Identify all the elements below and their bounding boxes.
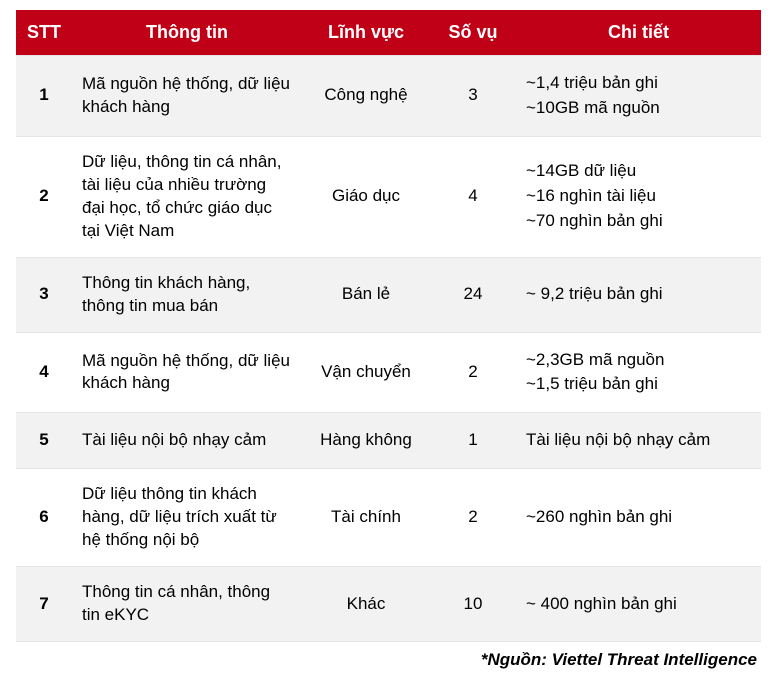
cell-info: Mã nguồn hệ thống, dữ liệu khách hàng [72,332,302,413]
table-row: 2 Dữ liệu, thông tin cá nhân, tài liệu c… [16,136,761,257]
cell-count: 24 [430,257,516,332]
cell-info: Thông tin khách hàng, thông tin mua bán [72,257,302,332]
cell-detail: ~ 400 nghìn bản ghi [516,567,761,642]
cell-stt: 5 [16,413,72,469]
table-row: 1 Mã nguồn hệ thống, dữ liệu khách hàng … [16,56,761,137]
cell-detail: ~ 9,2 triệu bản ghi [516,257,761,332]
cell-stt: 4 [16,332,72,413]
cell-field: Khác [302,567,430,642]
cell-info: Tài liệu nội bộ nhạy cảm [72,413,302,469]
cell-detail: ~260 nghìn bản ghi [516,469,761,567]
detail-line: ~14GB dữ liệu [526,160,751,183]
cell-info: Mã nguồn hệ thống, dữ liệu khách hàng [72,56,302,137]
cell-detail: ~1,4 triệu bản ghi ~10GB mã nguồn [516,56,761,137]
cell-field: Công nghệ [302,56,430,137]
col-header-stt: STT [16,10,72,56]
detail-line: ~1,4 triệu bản ghi [526,72,751,95]
detail-line: ~2,3GB mã nguồn [526,349,751,372]
detail-line: Tài liệu nội bộ nhạy cảm [526,429,751,452]
detail-line: ~ 400 nghìn bản ghi [526,593,751,616]
cell-count: 10 [430,567,516,642]
table-body: 1 Mã nguồn hệ thống, dữ liệu khách hàng … [16,56,761,642]
cell-stt: 6 [16,469,72,567]
detail-line: ~10GB mã nguồn [526,97,751,120]
col-header-count: Số vụ [430,10,516,56]
cell-detail: ~2,3GB mã nguồn ~1,5 triệu bản ghi [516,332,761,413]
detail-line: ~16 nghìn tài liệu [526,185,751,208]
cell-detail: Tài liệu nội bộ nhạy cảm [516,413,761,469]
cell-info: Dữ liệu, thông tin cá nhân, tài liệu của… [72,136,302,257]
cell-field: Tài chính [302,469,430,567]
detail-line: ~ 9,2 triệu bản ghi [526,283,751,306]
cell-stt: 1 [16,56,72,137]
table-container: STT Thông tin Lĩnh vực Số vụ Chi tiết 1 … [0,0,777,678]
col-header-field: Lĩnh vực [302,10,430,56]
cell-field: Giáo dục [302,136,430,257]
col-header-info: Thông tin [72,10,302,56]
cell-stt: 2 [16,136,72,257]
cell-count: 4 [430,136,516,257]
source-attribution: *Nguồn: Viettel Threat Intelligence [16,642,761,670]
detail-line: ~70 nghìn bản ghi [526,210,751,233]
table-row: 4 Mã nguồn hệ thống, dữ liệu khách hàng … [16,332,761,413]
cell-stt: 7 [16,567,72,642]
cell-stt: 3 [16,257,72,332]
cell-field: Hàng không [302,413,430,469]
cell-count: 3 [430,56,516,137]
table-row: 7 Thông tin cá nhân, thông tin eKYC Khác… [16,567,761,642]
detail-line: ~260 nghìn bản ghi [526,506,751,529]
table-row: 6 Dữ liệu thông tin khách hàng, dữ liệu … [16,469,761,567]
col-header-detail: Chi tiết [516,10,761,56]
cell-field: Bán lẻ [302,257,430,332]
table-row: 3 Thông tin khách hàng, thông tin mua bá… [16,257,761,332]
data-table: STT Thông tin Lĩnh vực Số vụ Chi tiết 1 … [16,10,761,642]
cell-detail: ~14GB dữ liệu ~16 nghìn tài liệu ~70 ngh… [516,136,761,257]
cell-field: Vận chuyển [302,332,430,413]
cell-count: 2 [430,332,516,413]
detail-line: ~1,5 triệu bản ghi [526,373,751,396]
table-row: 5 Tài liệu nội bộ nhạy cảm Hàng không 1 … [16,413,761,469]
table-header: STT Thông tin Lĩnh vực Số vụ Chi tiết [16,10,761,56]
cell-info: Thông tin cá nhân, thông tin eKYC [72,567,302,642]
cell-info: Dữ liệu thông tin khách hàng, dữ liệu tr… [72,469,302,567]
cell-count: 1 [430,413,516,469]
cell-count: 2 [430,469,516,567]
